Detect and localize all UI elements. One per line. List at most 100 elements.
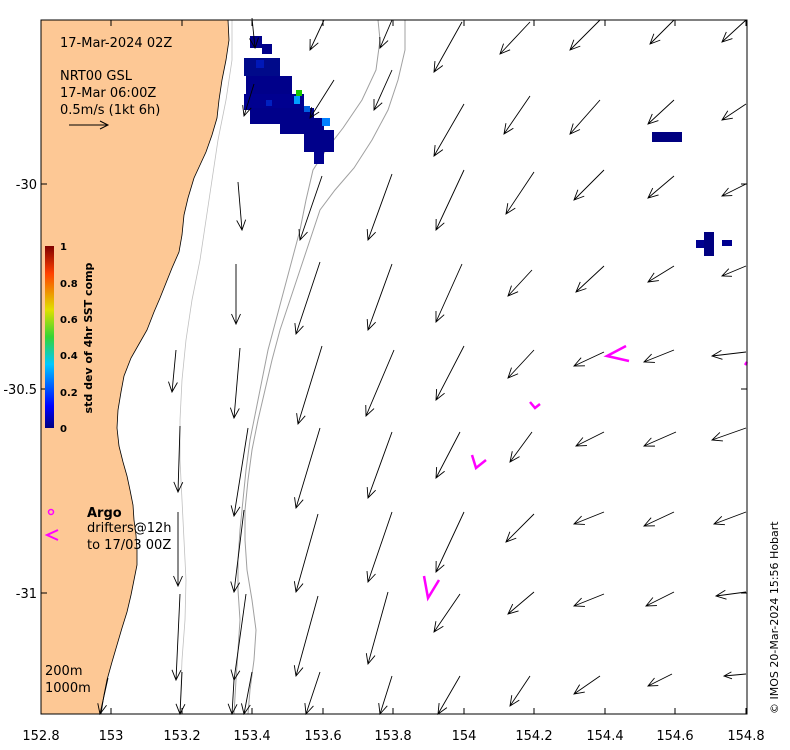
legend-argo: Argo: [87, 506, 122, 521]
current-arrow: [435, 263, 463, 324]
current-arrow: [230, 509, 245, 594]
current-arrow: [710, 349, 747, 360]
current-arrow: [573, 169, 605, 201]
current-arrow: [230, 427, 249, 518]
current-arrow: [721, 103, 747, 121]
sst-cell: [262, 44, 272, 54]
credit-text: © IMOS 20-Mar-2024 15:56 Hobart: [768, 521, 781, 714]
drifter-track: [603, 344, 630, 363]
colorbar: [45, 246, 54, 428]
y-tick-label: -30.5: [3, 383, 37, 398]
isobath-label-1000m: 1000m: [45, 681, 91, 696]
x-tick-label: 153.8: [374, 729, 411, 744]
land-mass: [40, 19, 230, 715]
current-arrow: [720, 265, 747, 277]
current-arrow: [575, 265, 605, 293]
current-arrow: [365, 349, 395, 418]
scale-arrow: [69, 120, 110, 130]
x-tick-label: 153: [99, 729, 124, 744]
y-tick-label: -31: [16, 587, 37, 602]
current-arrow: [173, 425, 184, 494]
current-arrow: [435, 431, 461, 479]
x-tick-label: 153.6: [304, 729, 341, 744]
product-label: NRT00 GSL: [60, 69, 133, 84]
drifter-marker: [44, 529, 59, 541]
current-arrow: [569, 99, 601, 135]
current-arrow: [710, 427, 747, 442]
sst-cell: [296, 90, 302, 96]
isobath-label-200m: 200m: [45, 664, 82, 679]
current-arrow: [572, 593, 605, 607]
current-arrow: [168, 349, 178, 394]
sst-cell: [244, 94, 304, 110]
current-arrow: [294, 427, 321, 510]
legend: Argo drifters@12h to 17/03 00Z: [44, 506, 172, 553]
current-arrow: [231, 264, 241, 326]
sst-cell: [704, 232, 714, 256]
current-arrow: [499, 21, 531, 55]
colorbar-tick: 1: [60, 242, 67, 253]
current-arrow: [435, 511, 465, 573]
current-arrow: [435, 345, 465, 401]
plot-frame: [40, 19, 748, 715]
current-arrow: [642, 349, 675, 363]
legend-drifters-period: to 17/03 00Z: [87, 538, 171, 553]
colorbar-tick: 0.2: [60, 388, 78, 399]
x-tick-label: 152.8: [22, 729, 59, 744]
current-arrow: [722, 671, 747, 680]
current-arrow: [242, 83, 255, 118]
sst-cell: [294, 96, 300, 104]
current-arrow: [573, 351, 605, 367]
current-arrow: [433, 21, 463, 73]
current-vectors: [97, 17, 747, 716]
isobath-legend: 200m 1000m: [45, 664, 91, 696]
current-arrow: [296, 345, 323, 426]
current-arrow: [298, 175, 323, 242]
colorbar-tick: 0.6: [60, 315, 78, 326]
current-arrow: [309, 19, 325, 51]
current-arrow: [433, 593, 461, 633]
current-arrow: [721, 19, 747, 43]
current-arrow: [647, 99, 675, 125]
sst-cell: [322, 118, 330, 126]
current-arrow: [569, 19, 601, 51]
current-arrow: [649, 19, 675, 45]
isobath-200m: [233, 19, 381, 715]
colorbar-title: std dev of 4hr SST comp: [82, 262, 95, 413]
valid-time-label: 17-Mar 06:00Z: [60, 86, 156, 101]
current-arrow: [366, 431, 393, 500]
y-axis-labels: -30 -30.5 -31: [3, 178, 37, 602]
drifter-track: [422, 575, 441, 602]
colorbar-tick: 0.4: [60, 351, 78, 362]
sst-cell: [314, 150, 324, 164]
colorbar-tick: 0: [60, 424, 67, 435]
sst-cell: [722, 240, 732, 246]
isobath-inner: [179, 20, 233, 715]
current-arrow: [173, 512, 183, 588]
current-arrow: [643, 511, 675, 527]
current-arrow: [309, 79, 335, 119]
current-arrow: [366, 263, 393, 332]
sst-cell: [266, 100, 272, 106]
sst-std-dev-patches: [244, 36, 732, 256]
sst-cell: [256, 60, 264, 68]
current-arrow: [503, 95, 531, 135]
y-tick-label: -30: [16, 178, 37, 193]
x-tick-label: 154.2: [515, 729, 552, 744]
current-arrow: [171, 593, 182, 682]
current-arrow: [509, 431, 533, 463]
isobath-1000m: [244, 20, 406, 715]
current-arrow: [647, 265, 675, 283]
current-arrow: [433, 103, 465, 157]
current-arrow: [505, 513, 535, 543]
legend-drifters: drifters@12h: [87, 521, 172, 536]
sst-cell: [246, 76, 292, 94]
current-arrow: [575, 431, 605, 447]
drifter-track: [470, 454, 487, 471]
x-tick-label: 153.4: [233, 729, 270, 744]
current-arrow: [721, 183, 747, 197]
scale-label: 0.5m/s (1kt 6h): [60, 103, 160, 118]
current-arrow: [647, 175, 675, 199]
x-tick-label: 154: [452, 729, 477, 744]
